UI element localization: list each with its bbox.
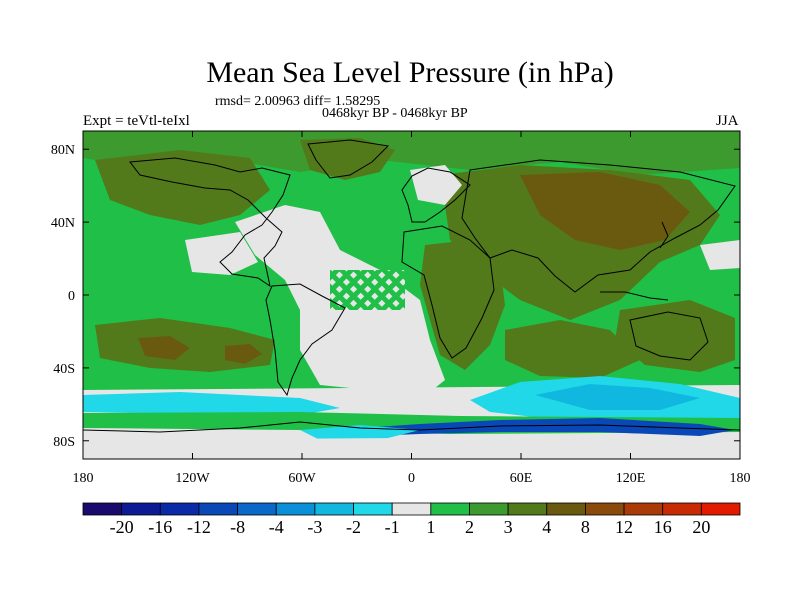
experiment-label: Expt = teVtl-teIxl — [83, 113, 190, 129]
field-north-america-olive — [95, 150, 270, 225]
colorbar-label: 16 — [654, 517, 672, 537]
x-tick-label: 180 — [73, 471, 94, 486]
x-tick-label: 120W — [175, 471, 210, 486]
field-antarctic-coast-blue — [360, 418, 735, 436]
colorbar-label: 3 — [504, 517, 513, 537]
colorbar-label: 8 — [581, 517, 590, 537]
x-tick-label: 60W — [288, 471, 316, 486]
y-tick-label: 40N — [51, 216, 75, 231]
coastline-south-america — [265, 283, 346, 397]
colorbar-swatch — [430, 502, 470, 516]
colorbar-swatch — [623, 502, 664, 516]
y-tick-label: 80S — [53, 435, 75, 450]
colorbar-label: -12 — [187, 517, 211, 537]
figure-title: Mean Sea Level Pressure (in hPa) — [206, 56, 614, 89]
colorbar-label: -2 — [346, 517, 361, 537]
field-south-pacific-brown-2 — [225, 344, 262, 364]
field-antarctic-interior-neutral — [83, 436, 740, 459]
coastlines — [83, 139, 740, 433]
colorbar-label: -16 — [148, 517, 172, 537]
colorbar-swatch — [314, 502, 354, 516]
colorbar-swatch — [700, 502, 741, 516]
colorbar-swatch — [198, 502, 238, 516]
y-tick-label: 40S — [53, 362, 75, 377]
coastline-australia — [629, 311, 709, 361]
field-southern-cyan-outer — [83, 392, 340, 415]
colorbar-label: -8 — [230, 517, 245, 537]
colorbar-label: -1 — [385, 517, 400, 537]
period-subtitle: 0468kyr BP - 0468kyr BP — [322, 106, 468, 121]
field-arctic-dark — [83, 131, 740, 175]
colorbar-swatch — [275, 502, 316, 516]
coastline-japan — [659, 221, 669, 249]
colorbar-swatch — [585, 502, 625, 516]
y-axis: 80N 40N 0 40S 80S — [51, 143, 740, 450]
colorbar-swatch — [159, 502, 200, 516]
coastline-europe — [401, 167, 471, 223]
field-atlantic-hatch — [330, 270, 405, 310]
pressure-field — [83, 131, 740, 459]
colorbar-label: -3 — [307, 517, 322, 537]
colorbar-swatch — [469, 502, 509, 516]
colorbar-swatch — [82, 502, 123, 516]
colorbar-swatch — [546, 502, 586, 516]
colorbar-swatch — [237, 502, 277, 516]
y-tick-label: 0 — [68, 289, 75, 304]
field-nepacific-neutral — [185, 232, 258, 275]
field-southern-cyan-core — [535, 384, 700, 410]
field-africa-olive — [420, 240, 505, 370]
x-tick-label: 120E — [616, 471, 646, 486]
field-east-pacific-neutral — [700, 240, 740, 270]
coastline-africa — [401, 225, 495, 359]
x-tick-label: 0 — [408, 471, 415, 486]
coastline-indonesia — [600, 291, 669, 301]
field-scandinavia-neutral — [410, 165, 462, 205]
colorbar-label: 2 — [465, 517, 474, 537]
colorbar-label: -4 — [269, 517, 284, 537]
field-south-pacific-brown — [138, 336, 190, 360]
season-label: JJA — [716, 113, 739, 129]
colorbar-label: -20 — [110, 517, 134, 537]
field-indian-ocean-olive — [505, 320, 640, 378]
colorbar-swatch — [662, 502, 702, 516]
coastline-greenland — [307, 139, 390, 179]
x-tick-label: 180 — [730, 471, 751, 486]
colorbar-label: 1 — [426, 517, 435, 537]
field-asia-brown — [520, 172, 690, 250]
colorbar-label: 20 — [692, 517, 710, 537]
y-tick-label: 80N — [51, 143, 75, 158]
stats-line: rmsd= 2.00963 diff= 1.58295 — [215, 94, 381, 109]
coastline-north-america — [129, 157, 291, 288]
colorbar-label: 4 — [542, 517, 551, 537]
colorbar-swatch — [391, 502, 432, 516]
coastline-antarctica — [83, 421, 740, 433]
colorbar-label: 12 — [615, 517, 633, 537]
x-axis: 180 120W 60W 0 60E 120E 180 — [73, 131, 751, 486]
field-australia-olive — [615, 300, 735, 372]
colorbar: -20 -16 -12 -8 -4 -3 -2 -1 1 2 3 4 8 12 16 20 — [82, 502, 741, 537]
colorbar-swatch — [507, 502, 548, 516]
colorbar-swatch — [121, 502, 161, 516]
colorbar-swatch — [353, 502, 393, 516]
x-tick-label: 60E — [510, 471, 533, 486]
